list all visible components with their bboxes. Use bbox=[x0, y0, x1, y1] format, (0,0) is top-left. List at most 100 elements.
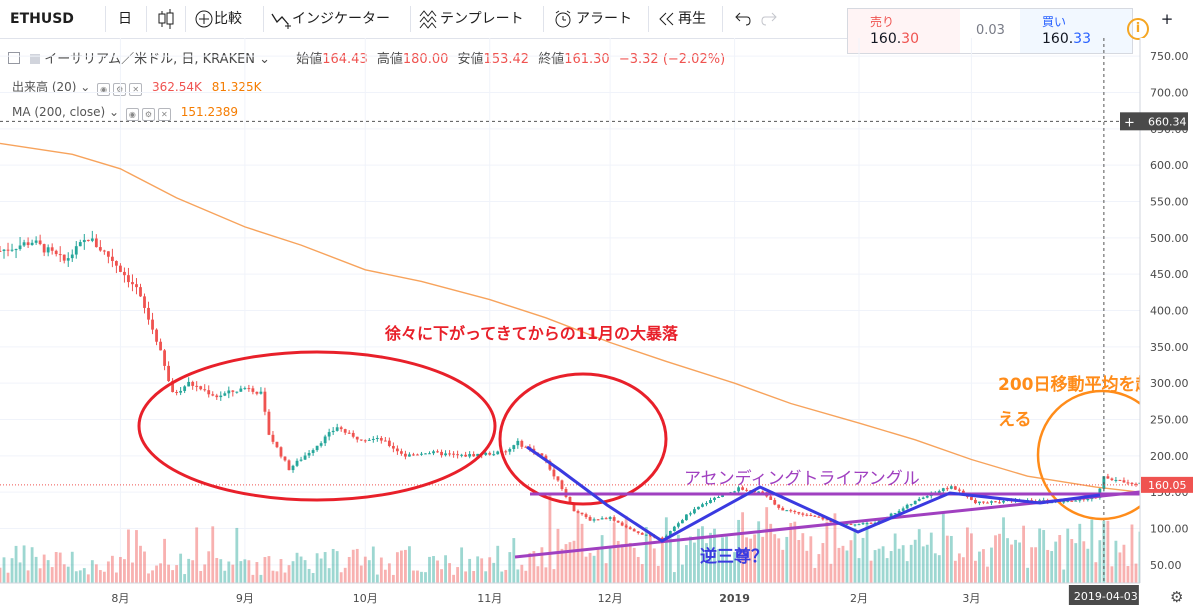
volume-bar bbox=[877, 548, 881, 583]
price-axis-labels: 750.00700.00650.00600.00550.00500.00450.… bbox=[1150, 50, 1189, 572]
candle-body bbox=[496, 451, 500, 455]
candle-body bbox=[167, 365, 170, 382]
volume-bar bbox=[994, 535, 997, 583]
volume-bar bbox=[869, 560, 873, 583]
legend-chevron-icon[interactable]: ⌄ bbox=[259, 52, 271, 67]
volume-bar bbox=[22, 545, 26, 583]
candle-body bbox=[219, 395, 223, 398]
volume-bar bbox=[693, 542, 696, 583]
volume-bar bbox=[319, 558, 323, 583]
volume-bar bbox=[560, 548, 564, 583]
annotation-inverse-hs-text: 逆三尊？ bbox=[700, 546, 768, 567]
sell-button[interactable]: 売り 160.30 bbox=[848, 9, 960, 53]
candle-body bbox=[769, 496, 773, 500]
candle-body bbox=[672, 526, 676, 531]
settings-icon[interactable]: ⚙ bbox=[141, 108, 155, 121]
settings-gear-icon[interactable]: ⚙ bbox=[1170, 588, 1183, 606]
buy-button[interactable]: 買い 160.33 bbox=[1020, 9, 1132, 53]
volume-bar bbox=[949, 535, 953, 583]
price-tick-label: 100.00 bbox=[1150, 523, 1189, 536]
settings-icon[interactable]: ⚙ bbox=[113, 83, 127, 96]
volume-bar bbox=[10, 558, 14, 583]
ma-label: MA (200, close) bbox=[12, 105, 106, 119]
volume-bar bbox=[612, 522, 616, 583]
candle-body bbox=[38, 240, 42, 245]
volume-bar bbox=[307, 568, 311, 583]
candle-body bbox=[464, 454, 468, 457]
volume-bar bbox=[123, 559, 126, 583]
volume-bar bbox=[1034, 547, 1038, 583]
redo-button[interactable] bbox=[760, 0, 780, 38]
toolbar-divider bbox=[543, 6, 544, 32]
info-icon[interactable]: i bbox=[1127, 18, 1149, 40]
interval-button[interactable]: 日 bbox=[118, 11, 132, 27]
volume-bar bbox=[974, 560, 977, 583]
time-axis[interactable] bbox=[0, 583, 1140, 609]
eye-icon[interactable]: ◉ bbox=[97, 83, 111, 96]
volume-bar bbox=[18, 562, 22, 583]
close-icon[interactable]: ✕ bbox=[157, 108, 171, 121]
volume-bar bbox=[74, 571, 78, 583]
volume-bar bbox=[636, 556, 640, 583]
toolbar-divider bbox=[722, 6, 723, 32]
bar-style-button[interactable] bbox=[156, 0, 176, 38]
symbol-search[interactable]: ETHUSD bbox=[10, 11, 74, 27]
compare-button[interactable]: 比較 bbox=[194, 0, 242, 38]
templates-button[interactable]: テンプレート bbox=[418, 0, 524, 38]
zoom-in-icon[interactable]: + bbox=[1160, 10, 1174, 28]
candle-body bbox=[54, 250, 58, 255]
volume-chevron-icon[interactable]: ⌄ bbox=[80, 80, 91, 94]
ma-chevron-icon[interactable]: ⌄ bbox=[109, 105, 120, 119]
volume-bar bbox=[1058, 535, 1062, 583]
collapse-icon[interactable] bbox=[8, 52, 20, 64]
volume-bar bbox=[965, 527, 969, 583]
candle-body bbox=[307, 452, 311, 456]
candle-body bbox=[379, 437, 383, 441]
candle-body bbox=[50, 247, 54, 251]
volume-bar bbox=[797, 539, 801, 583]
trend-sketch-line bbox=[526, 445, 1101, 543]
alerts-button[interactable]: アラート bbox=[552, 0, 632, 38]
volume-bar bbox=[853, 528, 857, 583]
candle-body bbox=[70, 254, 74, 259]
volume-bar bbox=[672, 572, 676, 583]
candle-body bbox=[849, 523, 853, 525]
volume-bar bbox=[905, 561, 909, 583]
volume-bar bbox=[263, 557, 267, 583]
volume-bar bbox=[628, 542, 632, 583]
volume-bar bbox=[235, 527, 239, 583]
eye-icon[interactable]: ◉ bbox=[125, 108, 139, 121]
candle-body bbox=[400, 451, 403, 454]
close-icon[interactable]: ✕ bbox=[129, 83, 143, 96]
volume-bar bbox=[159, 563, 162, 583]
candle-body bbox=[853, 524, 857, 526]
volume-bar bbox=[729, 560, 732, 583]
candle-body bbox=[243, 388, 247, 390]
volume-bar bbox=[267, 556, 271, 583]
candle-body bbox=[1038, 500, 1042, 502]
indicators-button[interactable]: インジケーター bbox=[270, 0, 390, 38]
volume-bar bbox=[299, 556, 303, 583]
candle-body bbox=[412, 454, 415, 456]
price-chart[interactable]: 徐々に下がってきてからの11月の大暴落 200日移動平均を超 える アセンディン… bbox=[0, 38, 1200, 609]
candle-body bbox=[986, 502, 989, 504]
last-price-badge: 160.05 bbox=[1141, 476, 1193, 493]
undo-button[interactable] bbox=[732, 0, 752, 38]
ma-value: 151.2389 bbox=[180, 105, 238, 119]
candle-body bbox=[845, 523, 849, 525]
candle-body bbox=[339, 427, 343, 430]
volume-bar bbox=[817, 554, 821, 583]
candle-body bbox=[1074, 500, 1078, 502]
volume-bar bbox=[127, 529, 130, 583]
volume-bar bbox=[564, 544, 568, 583]
candle-body bbox=[259, 391, 263, 394]
annotation-ma-text-2: える bbox=[998, 410, 1032, 430]
replay-button[interactable]: 再生 bbox=[656, 0, 706, 38]
volume-bar bbox=[608, 546, 612, 583]
volume-bar bbox=[1042, 530, 1046, 583]
price-axis[interactable] bbox=[1140, 38, 1200, 609]
volume-bar bbox=[656, 565, 660, 583]
candle-body bbox=[572, 502, 576, 512]
candle-body bbox=[685, 514, 688, 521]
volume-bar bbox=[2, 557, 6, 583]
